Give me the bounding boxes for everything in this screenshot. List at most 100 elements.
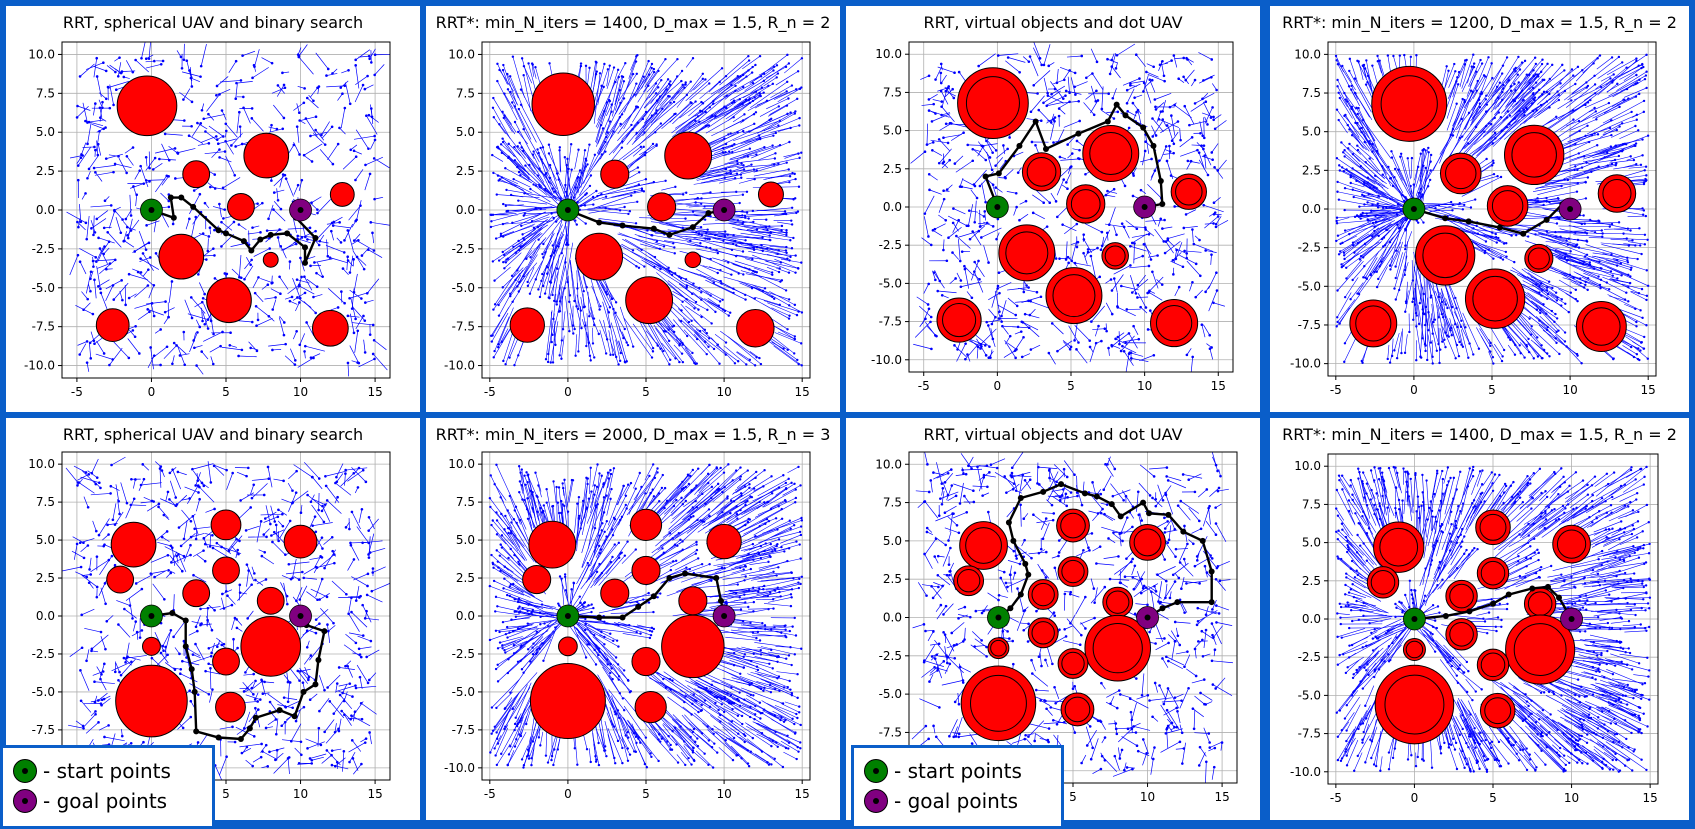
x-tick-label: 10 — [293, 385, 308, 399]
tree-node — [719, 269, 721, 271]
tree-node — [1106, 58, 1109, 61]
tree-node — [788, 315, 790, 317]
tree-edge — [1053, 80, 1064, 84]
tree-node — [1179, 139, 1182, 142]
tree-node — [1014, 314, 1017, 317]
tree-node — [1338, 198, 1340, 200]
x-tick-label: 5 — [1067, 379, 1075, 393]
tree-node — [717, 252, 719, 254]
tree-node — [765, 219, 767, 221]
tree-node — [796, 98, 798, 100]
tree-edge — [1052, 323, 1063, 334]
tree-node — [655, 143, 657, 145]
tree-node — [1210, 253, 1213, 256]
tree-node — [1524, 60, 1526, 62]
tree-node — [93, 278, 96, 281]
tree-edge — [1168, 234, 1185, 239]
tree-node — [927, 235, 930, 238]
tree-node — [948, 159, 951, 162]
tree-node — [1173, 54, 1176, 57]
tree-node — [749, 148, 751, 150]
tree-node — [1105, 330, 1108, 333]
tree-node — [1166, 124, 1169, 127]
tree-node — [606, 338, 608, 340]
tree-node — [503, 92, 505, 94]
tree-edge — [341, 108, 345, 128]
tree-node — [1163, 219, 1166, 222]
tree-edge — [917, 297, 928, 305]
tree-node — [946, 87, 949, 90]
tree-node — [706, 228, 708, 230]
tree-node — [623, 80, 625, 82]
tree-node — [727, 261, 729, 263]
tree-node — [735, 191, 737, 193]
tree-node — [1155, 108, 1158, 111]
tree-node — [284, 174, 287, 177]
tree-node — [1212, 118, 1215, 121]
tree-edge — [375, 197, 383, 199]
tree-edge — [123, 221, 131, 230]
tree-edge — [212, 150, 220, 158]
tree-node — [583, 306, 585, 308]
tree-node — [280, 208, 283, 211]
tree-node — [1143, 82, 1146, 85]
tree-edge — [313, 294, 322, 297]
x-tick-label: 0 — [148, 385, 156, 399]
tree-node — [729, 132, 731, 134]
path-waypoint — [168, 195, 174, 201]
tree-node — [502, 360, 504, 362]
tree-node — [938, 280, 941, 283]
tree-node — [503, 267, 505, 269]
tree-node — [607, 131, 609, 133]
tree-node — [1113, 277, 1116, 280]
tree-edge — [1172, 132, 1178, 141]
obstacle-7 — [1102, 243, 1129, 270]
tree-node — [1210, 58, 1213, 61]
tree-node — [773, 66, 775, 68]
tree-edge — [504, 94, 513, 109]
tree-node — [374, 53, 377, 56]
tree-node — [788, 271, 790, 273]
tree-node — [652, 143, 654, 145]
tree-node — [1025, 200, 1028, 203]
tree-node — [984, 201, 987, 204]
tree-node — [124, 304, 127, 307]
tree-node — [294, 363, 297, 366]
tree-edge — [1057, 69, 1058, 83]
tree-edge — [1165, 241, 1180, 253]
tree-edge — [98, 144, 100, 155]
tree-node — [249, 264, 252, 267]
tree-node — [585, 159, 587, 161]
tree-node — [1216, 289, 1219, 292]
tree-node — [99, 107, 102, 110]
tree-edge — [748, 251, 787, 258]
tree-node — [964, 358, 967, 361]
tree-node — [255, 305, 258, 308]
y-tick-label: 0.0 — [456, 203, 475, 217]
tree-node — [1022, 336, 1025, 339]
tree-node — [213, 173, 216, 176]
tree-node — [668, 95, 670, 97]
tree-node — [800, 86, 802, 88]
tree-node — [1191, 136, 1194, 139]
tree-edge — [328, 288, 344, 303]
tree-node — [517, 240, 519, 242]
tree-node — [1078, 158, 1081, 161]
tree-node — [737, 131, 739, 133]
tree-node — [1343, 115, 1345, 117]
tree-node — [1145, 306, 1148, 309]
x-tick-label: -5 — [918, 379, 930, 393]
tree-node — [1020, 330, 1023, 333]
tree-node — [500, 235, 502, 237]
tree-node — [583, 290, 585, 292]
tree-node — [338, 127, 341, 130]
tree-edge — [582, 319, 594, 357]
tree-node — [1183, 250, 1186, 253]
chart-svg: RRT*: min_N_iters = 1400, D_max = 1.5, R… — [426, 6, 840, 412]
tree-node — [222, 135, 225, 138]
tree-node — [661, 108, 663, 110]
tree-node — [502, 141, 504, 143]
tree-node — [754, 96, 756, 98]
tree-edge — [185, 300, 192, 318]
tree-node — [241, 54, 244, 57]
